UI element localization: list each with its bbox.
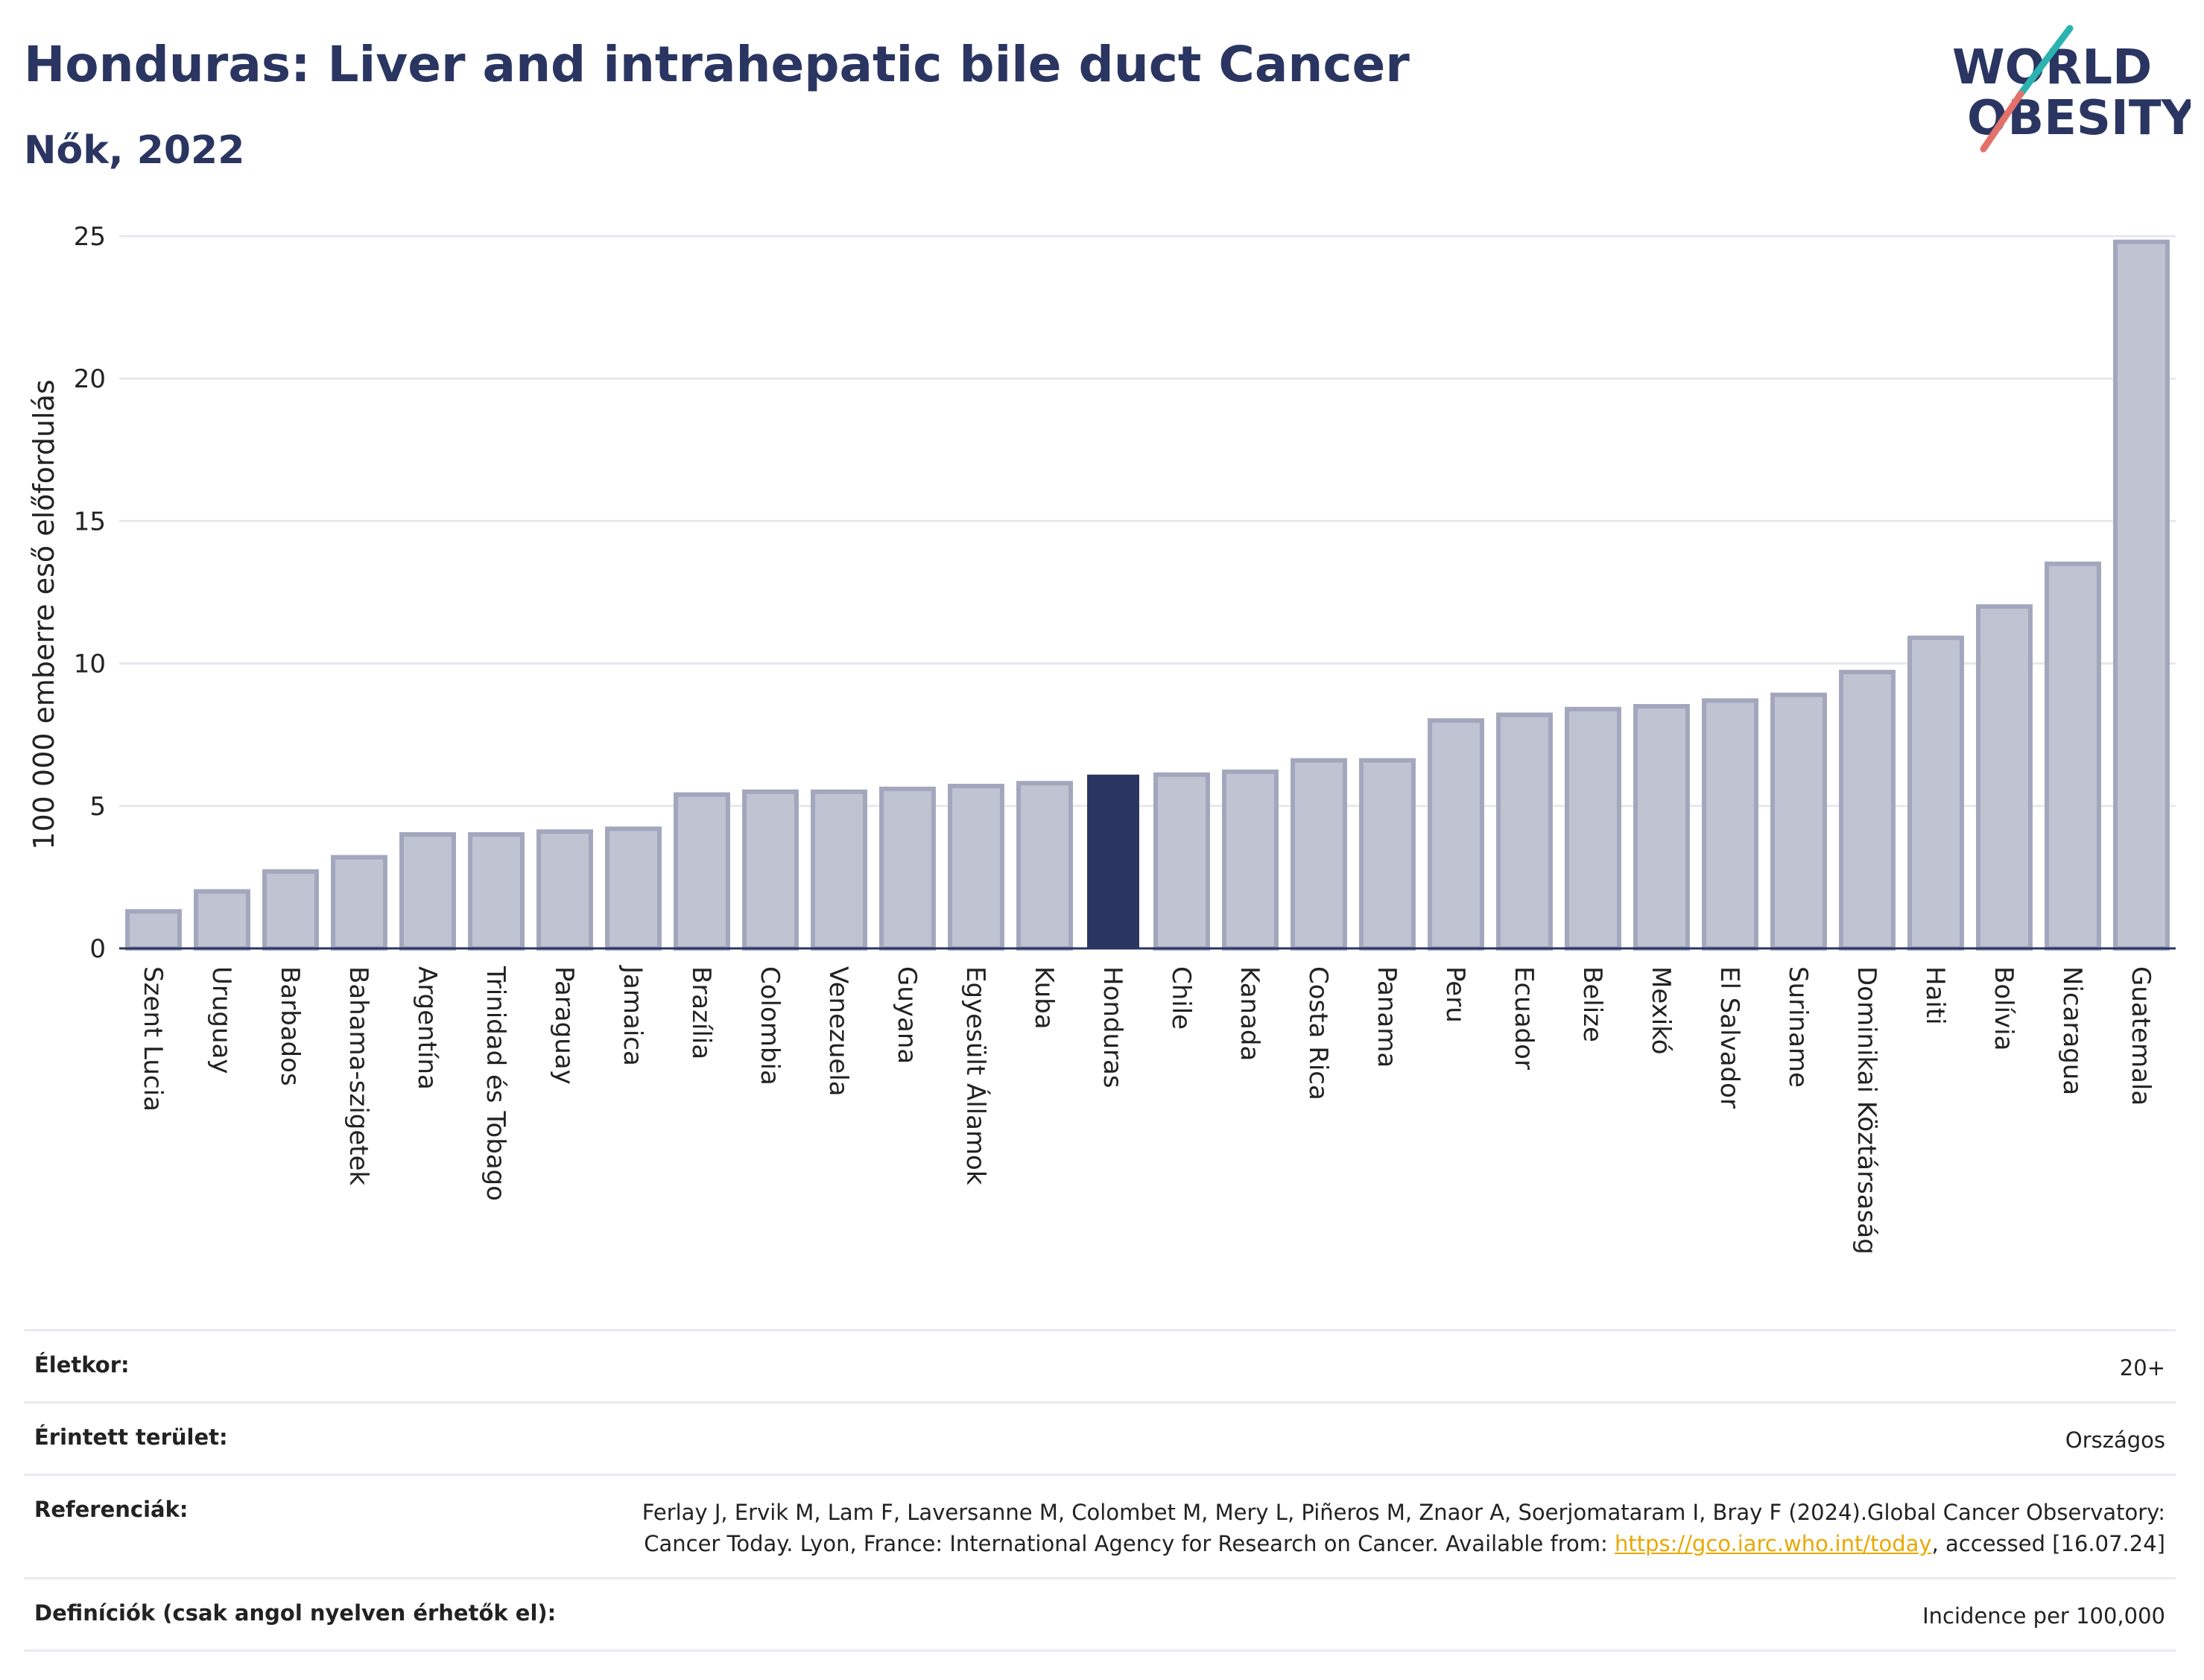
meta-row: Referenciák: Ferlay J, Ervik M, Lam F, La… (24, 1474, 2176, 1577)
y-tick-label: 0 (89, 934, 106, 964)
meta-key: Definíciók (csak angol nyelven érhetők e… (34, 1600, 557, 1626)
bar-panama (1359, 758, 1416, 951)
bar-peru (1428, 718, 1484, 951)
bar-guatemala (2113, 239, 2170, 951)
category-label: Guyana (892, 966, 922, 1064)
bars (125, 239, 2170, 951)
category-label: Brazília (686, 966, 716, 1059)
bar-colombia (742, 789, 799, 951)
reference-accessed: , accessed [16.07.24] (1931, 1531, 2165, 1556)
bar-barbados (262, 869, 319, 951)
bar-egyesült-államok (948, 784, 1004, 951)
y-tick-label: 15 (74, 507, 106, 536)
category-label: Belize (1577, 966, 1607, 1042)
meta-row: Érintett terület: Országos (24, 1401, 2176, 1474)
bar-trinidad-és-tobago (468, 832, 525, 951)
category-label: Peru (1440, 966, 1470, 1023)
bar-belize (1565, 706, 1621, 951)
category-label: Mexikó (1646, 966, 1676, 1055)
y-tick-labels: 0 5 10 15 20 25 (74, 222, 106, 964)
bar-mexikó (1633, 703, 1690, 951)
bar-kanada (1222, 769, 1279, 951)
category-label: Panama (1372, 966, 1402, 1068)
bar-bahama-szigetek (331, 855, 387, 951)
meta-row: Definíciók (csak angol nyelven érhetők e… (24, 1577, 2176, 1652)
category-label: Bolívia (1989, 966, 2018, 1050)
bar-guyana (879, 786, 936, 951)
world-obesity-logo: WORLD OBESITY (1952, 25, 2191, 153)
category-label: Ecuador (1509, 966, 1539, 1070)
meta-value: Országos (2065, 1427, 2165, 1453)
category-label: Suriname (1783, 966, 1813, 1088)
category-label: Costa Rica (1303, 966, 1333, 1100)
logo-slash-teal (2017, 25, 2074, 98)
category-label: Uruguay (206, 966, 236, 1074)
category-label: Argentína (412, 966, 442, 1090)
bar-haiti (1907, 635, 1964, 951)
category-label: Szent Lucia (138, 966, 168, 1112)
bar-paraguay (536, 829, 593, 951)
category-label: Kanada (1235, 966, 1264, 1061)
category-label: Colombia (755, 966, 785, 1085)
bar-bolívia (1976, 604, 2033, 951)
y-tick-label: 10 (74, 650, 106, 679)
meta-row: Életkor: 20+ (24, 1329, 2176, 1401)
bar-kuba (1016, 781, 1073, 951)
meta-value: 20+ (2119, 1355, 2165, 1381)
category-label: Dominikai Köztársaság (1852, 966, 1881, 1255)
bar-argentína (399, 832, 456, 951)
category-label: Jamaica (618, 965, 647, 1066)
bar-dominikai-köztársaság (1839, 670, 1896, 951)
chart-title: Honduras: Liver and intrahepatic bile du… (24, 36, 1410, 93)
category-labels: Szent Lucia Uruguay Barbados Bahama-szigete… (138, 965, 2156, 1255)
bar-ecuador (1496, 712, 1553, 951)
bar-el-salvador (1702, 698, 1758, 951)
meta-key: Életkor: (34, 1352, 130, 1378)
meta-key: Érintett terület: (34, 1424, 228, 1450)
reference-link[interactable]: https://gco.iarc.who.int/today (1614, 1531, 1932, 1556)
chart-subtitle: Nők, 2022 (24, 128, 245, 173)
category-label: Egyesült Államok (960, 966, 991, 1185)
metadata-table: Életkor: 20+ Érintett terület: Országos Refe… (24, 1329, 2176, 1652)
bar-uruguay (194, 889, 250, 951)
category-label: Trinidad és Tobago (481, 966, 510, 1201)
bar-venezuela (811, 789, 867, 951)
y-tick-label: 25 (74, 222, 106, 252)
category-label: Bahama-szigetek (343, 966, 373, 1186)
y-tick-label: 20 (74, 364, 106, 394)
y-axis-label: 100 000 emberre eső előfordulás (28, 379, 60, 849)
meta-value: Ferlay J, Ervik M, Lam F, Laversanne M, … (630, 1497, 2165, 1559)
reference-text: Ferlay J, Ervik M, Lam F, Laversanne M, … (642, 1500, 2165, 1556)
category-label: El Salvador (1714, 966, 1744, 1109)
bar-chart: 0 5 10 15 20 25 Szent Lucia Uruguay Barbados Bah… (28, 222, 2176, 1255)
category-label: Barbados (275, 966, 305, 1086)
category-label: Paraguay (549, 966, 579, 1085)
bar-nicaragua (2045, 561, 2101, 951)
category-label: Guatemala (2126, 966, 2156, 1106)
category-label: Kuba (1029, 966, 1059, 1030)
category-label: Haiti (1920, 966, 1950, 1025)
bar-jamaica (605, 826, 662, 951)
bar-honduras (1087, 774, 1139, 948)
category-label: Nicaragua (2057, 966, 2087, 1095)
category-label: Honduras (1098, 966, 1127, 1088)
bar-suriname (1770, 692, 1827, 951)
bar-chile (1153, 772, 1210, 951)
meta-key: Referenciák: (34, 1497, 189, 1522)
category-label: Chile (1166, 966, 1196, 1030)
logo-slash-red (1980, 90, 2024, 153)
bar-szent-lucia (125, 909, 182, 951)
y-tick-label: 5 (89, 792, 106, 822)
bar-costa-rica (1291, 758, 1347, 951)
meta-value: Incidence per 100,000 (1922, 1603, 2165, 1629)
category-label: Venezuela (823, 966, 853, 1097)
bar-brazília (674, 792, 730, 951)
